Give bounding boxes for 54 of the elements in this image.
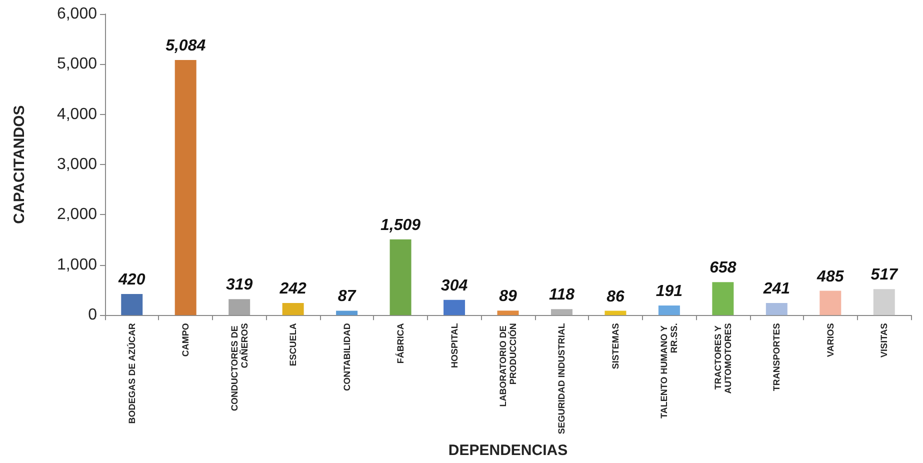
- y-tick-label: 2,000: [56, 206, 98, 224]
- data-label: 118: [548, 286, 575, 304]
- x-tick-label: CONDUCTORES DE CAÑEROS: [229, 323, 250, 411]
- data-label: 319: [226, 276, 253, 294]
- bar: [282, 302, 304, 316]
- data-label: 191: [656, 283, 683, 300]
- data-label: 517: [870, 266, 899, 284]
- bar: [336, 310, 358, 316]
- bar: [658, 306, 680, 316]
- data-label: 5,084: [166, 37, 206, 54]
- y-tick-label: 6,000: [56, 6, 98, 22]
- x-tick-label: CAMPO: [180, 323, 191, 357]
- bar: [873, 289, 895, 316]
- bar: [497, 310, 519, 316]
- bar: [766, 303, 788, 316]
- x-tick-label: BODEGAS DE AZÚCAR: [126, 322, 137, 424]
- bar: [820, 290, 842, 316]
- x-tick-label: LABORATORIO DE PRODUCCIÓN: [498, 323, 518, 407]
- data-label: 304: [440, 277, 468, 294]
- x-axis-title: DEPENDENCIAS: [448, 442, 568, 459]
- x-tick-label: FÁBRICA: [396, 322, 406, 364]
- data-label: 86: [606, 288, 624, 306]
- x-tick-label: SEGURIDAD INDUSTRIAL: [556, 322, 567, 434]
- x-tick-label: VISITAS: [879, 323, 890, 358]
- x-tick-label: CONTABILIDAD: [342, 322, 352, 391]
- bar: [174, 60, 196, 316]
- bar: [550, 309, 572, 316]
- y-tick-label: 0: [88, 306, 98, 324]
- x-tick-label: ESCUELA: [288, 322, 298, 366]
- x-tick-label: TRACTORES Y AUTOMOTORES: [712, 323, 733, 394]
- data-label: 241: [762, 280, 790, 298]
- bar: [712, 282, 734, 316]
- bar: [604, 310, 626, 316]
- y-tick-label: 5,000: [56, 56, 98, 73]
- data-label: 242: [278, 280, 307, 298]
- data-label: 658: [710, 260, 736, 277]
- y-tick-label: 3,000: [56, 156, 98, 174]
- data-label: 420: [118, 272, 146, 289]
- data-label: 87: [338, 288, 357, 306]
- bar: [121, 294, 143, 316]
- y-tick-label: 4,000: [56, 106, 98, 123]
- y-tick-label: 1,000: [56, 256, 98, 274]
- data-label: 89: [499, 288, 517, 306]
- data-label: 1,509: [380, 216, 421, 234]
- x-tick-label: HOSPITAL: [449, 322, 460, 368]
- bar: [444, 300, 466, 316]
- x-tick-label: SISTEMAS: [610, 323, 620, 370]
- bar: [390, 239, 412, 316]
- y-axis-title: CAPACITANDOS: [11, 105, 28, 224]
- x-tick-label: VARIOS: [825, 323, 836, 357]
- data-label: 485: [816, 268, 845, 286]
- x-tick-label: TRANSPORTES: [772, 323, 782, 392]
- x-tick-label: TALENTO HUMANO Y RR.SS.: [659, 323, 680, 418]
- bar: [228, 299, 250, 316]
